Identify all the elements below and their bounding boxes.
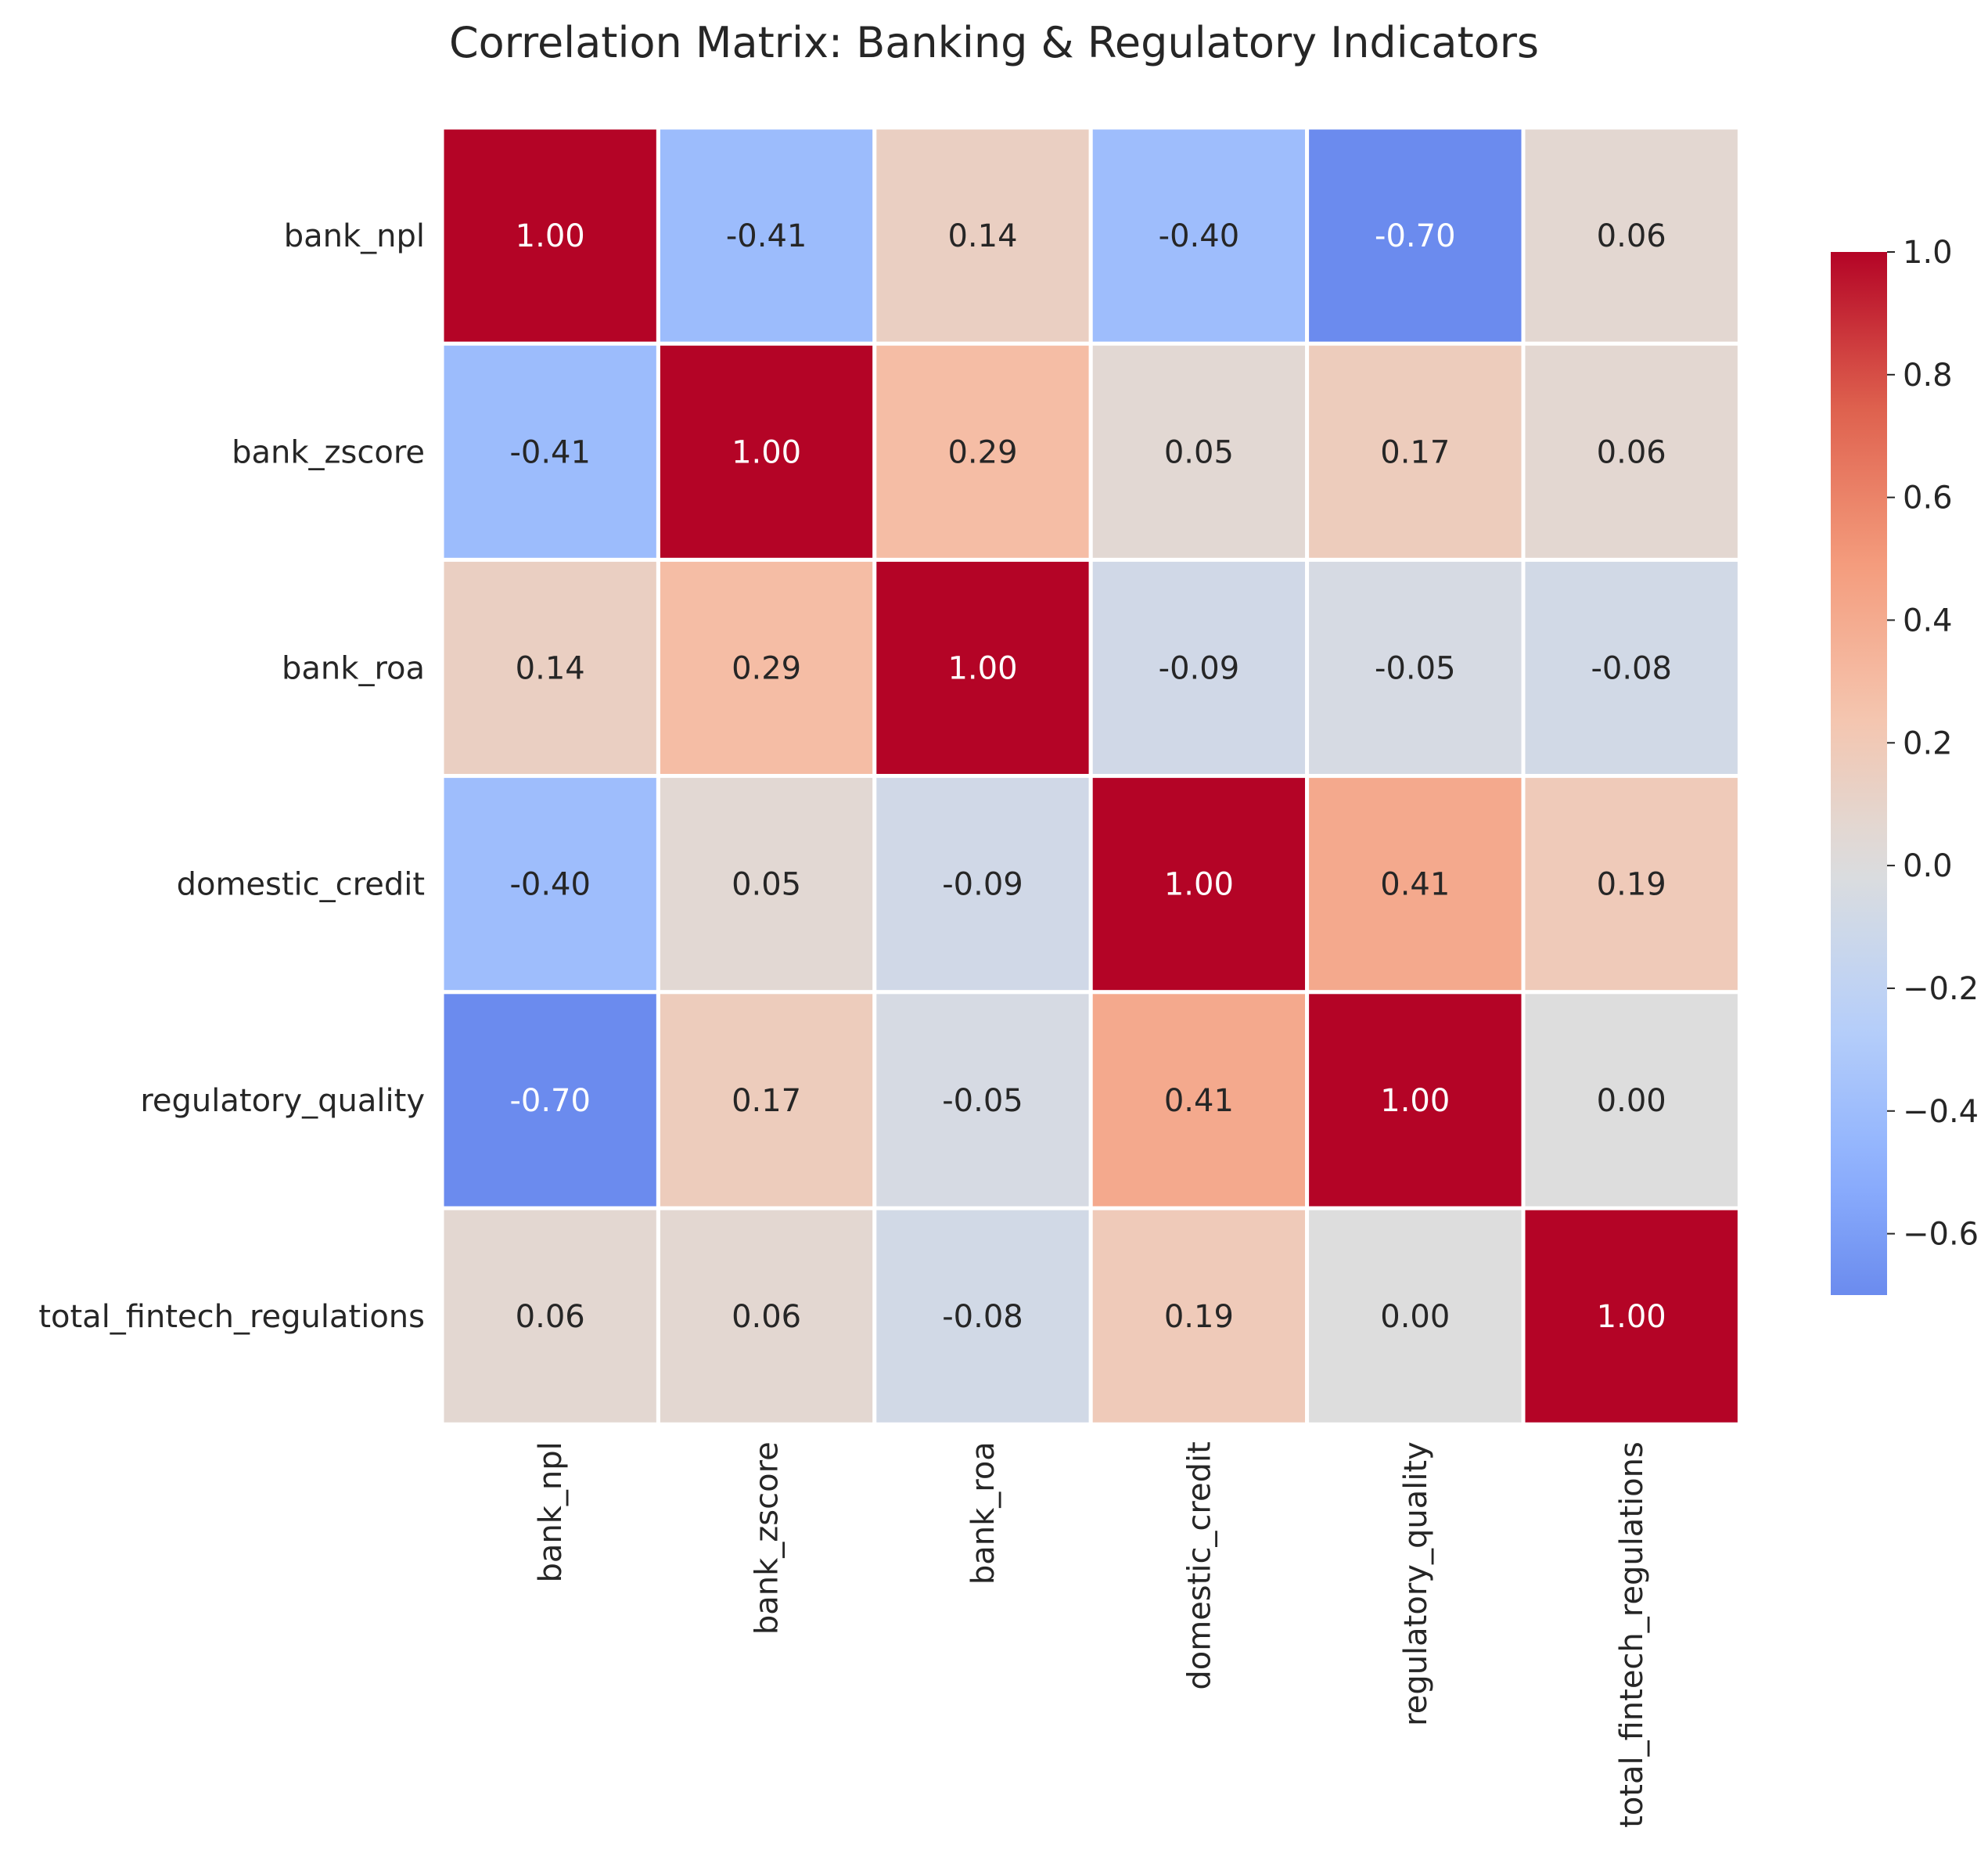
heatmap-cell	[1521, 1206, 1742, 1427]
colorbar-tick-label: 1.0	[1903, 235, 1953, 271]
heatmap-cell	[656, 341, 877, 562]
colorbar-tick-label: 0.2	[1903, 725, 1953, 761]
cell-annotation: 0.05	[1164, 434, 1234, 470]
heatmap-cell	[1305, 557, 1526, 779]
heatmap-cell	[1088, 557, 1310, 779]
heatmap-cell	[440, 990, 660, 1211]
cell-annotation: 0.06	[1597, 218, 1666, 254]
cell-annotation: 1.00	[732, 434, 801, 470]
cell-annotation: -0.40	[509, 867, 591, 903]
cell-annotation: 0.17	[1380, 434, 1450, 470]
cell-annotation: -0.41	[509, 434, 591, 470]
cell-annotation: 1.00	[1164, 867, 1234, 903]
x-tick-label: bank_roa	[965, 1441, 1001, 1585]
cell-annotation: -0.05	[1375, 651, 1456, 687]
colorbar-tick-label: 0.8	[1903, 358, 1953, 394]
heatmap-cell	[1305, 1206, 1526, 1427]
colorbar-tick-label: −0.2	[1903, 971, 1979, 1007]
cell-annotation: -0.40	[1159, 218, 1240, 254]
heatmap-cell	[656, 557, 877, 779]
heatmap-cell	[872, 557, 1093, 779]
colorbar-tick-label: −0.6	[1903, 1217, 1979, 1253]
cell-annotation: -0.08	[942, 1299, 1023, 1335]
heatmap-cell	[872, 341, 1093, 562]
cell-annotation: -0.70	[1375, 218, 1456, 254]
colorbar-tick-label: −0.4	[1903, 1094, 1979, 1130]
heatmap-cell	[656, 125, 877, 346]
cell-annotation: 1.00	[516, 218, 585, 254]
cell-annotation: 0.29	[732, 651, 801, 687]
heatmap-cell	[1088, 341, 1310, 562]
colorbar	[1831, 252, 1887, 1295]
x-tick-label: regulatory_quality	[1398, 1441, 1434, 1726]
x-tick-label: bank_zscore	[750, 1441, 785, 1635]
heatmap-cell	[1521, 557, 1742, 779]
x-tick-label: bank_npl	[533, 1441, 569, 1582]
y-tick-label: regulatory_quality	[140, 1083, 425, 1119]
y-tick-label: bank_zscore	[232, 434, 425, 470]
cell-annotation: 0.17	[732, 1083, 801, 1119]
cell-annotation: 0.29	[947, 434, 1017, 470]
heatmap-cell	[1088, 774, 1310, 995]
heatmap-cell	[440, 774, 660, 995]
heatmap-cell	[872, 125, 1093, 346]
heatmap-cell	[872, 774, 1093, 995]
y-tick-label: bank_roa	[282, 651, 425, 687]
heatmap-cell	[440, 125, 660, 346]
heatmap-cell	[656, 990, 877, 1211]
cell-annotation: -0.08	[1591, 651, 1672, 687]
cell-annotation: -0.05	[942, 1083, 1023, 1119]
cell-annotation: 0.06	[1597, 434, 1666, 470]
colorbar-tick-label: 0.4	[1903, 603, 1953, 639]
cell-annotation: 0.41	[1164, 1083, 1234, 1119]
cell-annotation: 0.19	[1164, 1299, 1234, 1335]
cell-annotation: -0.09	[1159, 651, 1240, 687]
cell-annotation: 1.00	[1380, 1083, 1450, 1119]
cell-annotation: 0.05	[732, 867, 801, 903]
cell-annotation: 0.00	[1597, 1083, 1666, 1119]
x-tick-label: total_fintech_regulations	[1614, 1441, 1650, 1828]
heatmap-cell	[1305, 990, 1526, 1211]
cell-annotation: 0.14	[947, 218, 1017, 254]
cell-annotation: 0.06	[516, 1299, 585, 1335]
heatmap-cell	[872, 1206, 1093, 1427]
y-tick-label: total_fintech_regulations	[38, 1299, 425, 1335]
x-tick-label: domestic_credit	[1181, 1441, 1217, 1689]
chart-title: Correlation Matrix: Banking & Regulatory…	[448, 18, 1540, 67]
cell-annotation: -0.41	[726, 218, 807, 254]
cell-annotation: 1.00	[947, 651, 1017, 687]
heatmap-cell	[440, 557, 660, 779]
colorbar-tick-label: 0.6	[1903, 480, 1953, 516]
colorbar-tick-label: 0.0	[1903, 848, 1953, 884]
cell-annotation: 0.19	[1597, 867, 1666, 903]
cell-annotation: 0.41	[1380, 867, 1450, 903]
heatmap-cell	[1305, 774, 1526, 995]
cell-annotation: 1.00	[1597, 1299, 1666, 1335]
cell-annotation: 0.00	[1380, 1299, 1450, 1335]
y-tick-label: bank_npl	[284, 218, 425, 254]
cell-annotation: -0.09	[942, 867, 1023, 903]
cell-annotation: -0.70	[509, 1083, 591, 1119]
heatmap-cell	[1521, 774, 1742, 995]
cell-annotation: 0.06	[732, 1299, 801, 1335]
heatmap-cell	[1521, 990, 1742, 1211]
heatmap-cell	[1521, 341, 1742, 562]
heatmap-cell	[440, 1206, 660, 1427]
y-tick-label: domestic_credit	[177, 867, 425, 903]
cell-annotation: 0.14	[516, 651, 585, 687]
